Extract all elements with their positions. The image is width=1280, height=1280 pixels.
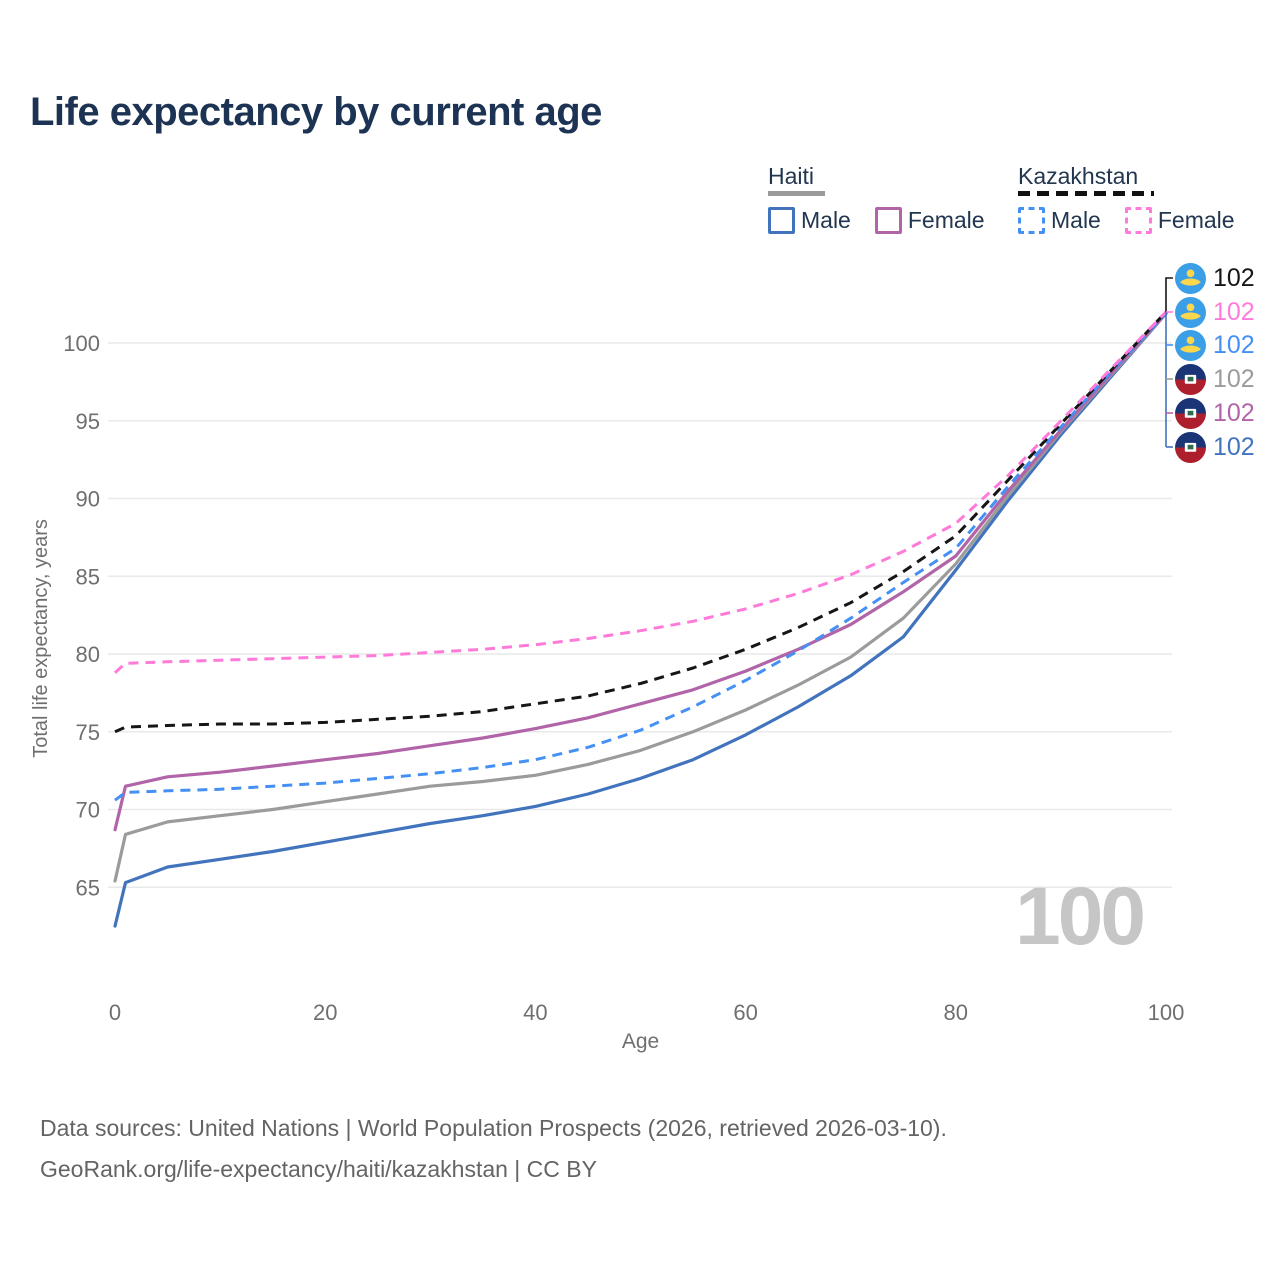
legend-kazakhstan-male-swatch[interactable] [1018, 207, 1045, 234]
legend-haiti-label[interactable]: Haiti [768, 163, 815, 189]
end-label-haiti-male: 102 [1175, 432, 1255, 463]
legend-haiti-male-label[interactable]: Male [801, 207, 851, 233]
footer-data-sources: Data sources: United Nations | World Pop… [40, 1115, 947, 1141]
end-label-haiti-female: 102 [1175, 398, 1255, 429]
series-line-kazakhstan-male[interactable] [114, 312, 1168, 802]
x-tick-20: 20 [313, 1000, 337, 1025]
y-tick-70: 70 [76, 798, 100, 823]
end-label-kazakhstan-female: 102 [1175, 297, 1255, 328]
legend-haiti-female-label[interactable]: Female [907, 207, 985, 233]
end-label-value: 102 [1213, 264, 1255, 292]
legend-group-haiti: Haiti Male Female [768, 163, 1009, 234]
y-tick-80: 80 [76, 642, 100, 667]
x-tick-40: 40 [523, 1000, 547, 1025]
y-tick-75: 75 [76, 720, 100, 745]
end-label-haiti-total: 102 [1175, 364, 1255, 395]
end-label-value: 102 [1213, 365, 1255, 393]
series-line-haiti-male[interactable] [113, 311, 1168, 928]
x-tick-80: 80 [944, 1000, 968, 1025]
page-title: Life expectancy by current age [30, 90, 602, 134]
haiti-linestyle-swatch [768, 191, 825, 196]
end-label-value: 102 [1213, 399, 1255, 427]
legend-kazakhstan-label[interactable]: Kazakhstan [1018, 163, 1139, 189]
y-axis-title: Total life expectancy, years [30, 519, 52, 758]
haiti-flag-icon [1175, 364, 1206, 395]
y-tick-85: 85 [76, 564, 100, 589]
kazakhstan-flag-icon [1175, 297, 1206, 328]
series-line-kazakhstan-female[interactable] [113, 310, 1168, 674]
legend-group-kazakhstan: Kazakhstan Male Female [1018, 163, 1259, 234]
x-tick-100: 100 [1148, 1000, 1185, 1025]
footer-attribution: GeoRank.org/life-expectancy/haiti/kazakh… [40, 1156, 597, 1182]
kazakhstan-linestyle-swatch [1018, 191, 1154, 196]
y-tick-100: 100 [63, 331, 100, 356]
haiti-flag-icon [1175, 432, 1206, 463]
kazakhstan-flag-icon [1175, 330, 1206, 361]
y-tick-95: 95 [76, 409, 100, 434]
hover-age-watermark: 100 [1015, 871, 1143, 962]
legend-haiti-female-swatch[interactable] [874, 207, 902, 234]
legend-kazakhstan-male-label[interactable]: Male [1051, 207, 1101, 233]
end-label-value: 102 [1213, 331, 1255, 359]
end-label-kazakhstan-total: 102 [1175, 263, 1255, 294]
y-tick-65: 65 [76, 875, 100, 900]
legend-kazakhstan-female-swatch[interactable] [1124, 207, 1152, 234]
kazakhstan-flag-icon [1175, 263, 1206, 294]
y-tick-90: 90 [76, 487, 100, 512]
end-label-value: 102 [1213, 298, 1255, 326]
x-tick-60: 60 [733, 1000, 757, 1025]
legend-haiti-male-swatch[interactable] [768, 207, 795, 234]
end-label-kazakhstan-male: 102 [1175, 330, 1255, 361]
series-line-kazakhstan-total[interactable] [114, 310, 1168, 734]
x-tick-0: 0 [109, 1000, 121, 1025]
legend-kazakhstan-female-label[interactable]: Female [1157, 207, 1235, 233]
life-expectancy-chart: 65 70 75 80 85 90 95 100 0 20 40 60 80 100 Age Total li… [30, 277, 1185, 1053]
end-label-value: 102 [1213, 433, 1255, 461]
x-axis-title: Age [622, 1030, 659, 1053]
haiti-flag-icon [1175, 398, 1206, 429]
leader-kazakhstan-total [1165, 277, 1173, 312]
chart-footer: Data sources: United Nations | World Pop… [40, 1108, 947, 1190]
series-line-haiti-female[interactable] [113, 311, 1168, 832]
series-line-haiti-total[interactable] [113, 311, 1168, 883]
